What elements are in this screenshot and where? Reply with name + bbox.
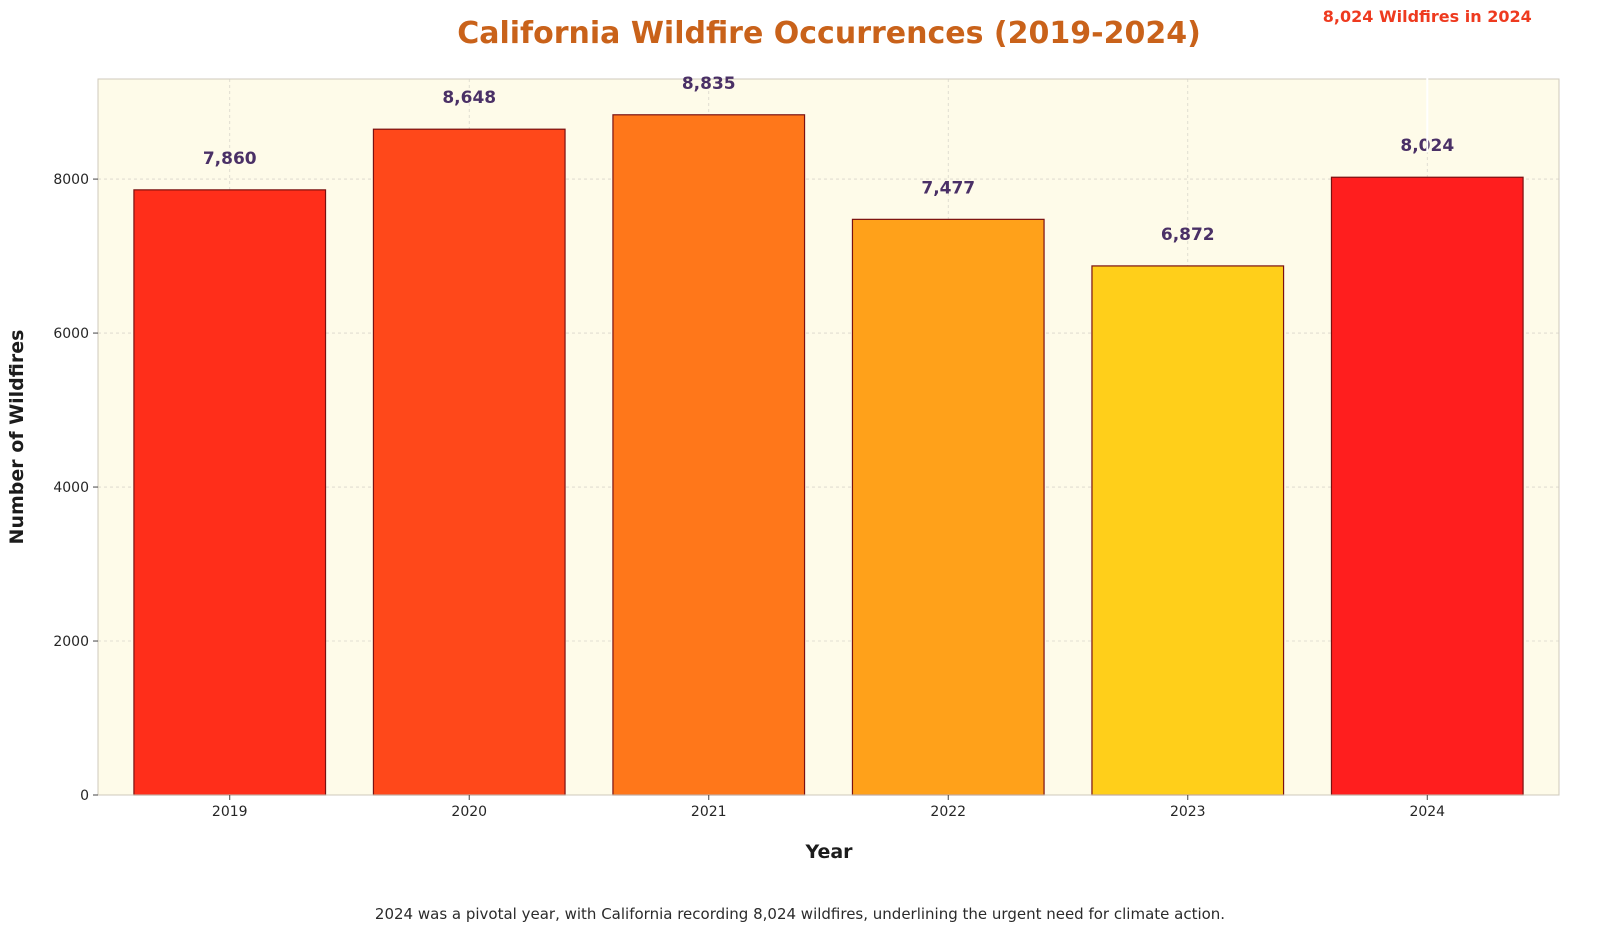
- bar-2019: [133, 189, 327, 796]
- y-axis-label: Number of Wildfires: [6, 330, 28, 545]
- bar-2024: [1330, 176, 1524, 796]
- x-axis-label: Year: [804, 841, 853, 863]
- value-label-2020: 8,648: [442, 88, 496, 108]
- x-tick-label-2024: 2024: [1409, 804, 1445, 820]
- y-tick-label: 2000: [53, 634, 89, 650]
- plot-frame: [97, 78, 1560, 796]
- plot-area: [98, 79, 1559, 795]
- bar-2021: [612, 114, 806, 796]
- x-tick-label-2021: 2021: [691, 804, 727, 820]
- value-label-2019: 7,860: [203, 149, 257, 169]
- bar-2022: [851, 218, 1045, 796]
- y-tick-label: 4000: [53, 480, 89, 496]
- chart-title: California Wildfire Occurrences (2019-20…: [457, 16, 1201, 51]
- y-tick-label: 6000: [53, 326, 89, 342]
- x-axis-ticks: 2019 2020 2021 2022 2023 2024: [212, 795, 1445, 820]
- x-tick-label-2022: 2022: [930, 804, 966, 820]
- bar-2023: [1091, 265, 1285, 796]
- x-tick-label-2019: 2019: [212, 804, 248, 820]
- value-label-2021: 8,835: [682, 74, 736, 94]
- x-tick-label-2023: 2023: [1170, 804, 1206, 820]
- y-tick-label: 8000: [53, 172, 89, 188]
- x-tick-label-2020: 2020: [451, 804, 487, 820]
- value-label-2022: 7,477: [921, 178, 975, 198]
- value-label-2023: 6,872: [1161, 225, 1215, 245]
- chart-caption: 2024 was a pivotal year, with California…: [375, 905, 1225, 923]
- y-axis-ticks: 0 2000 4000 6000 8000: [53, 172, 98, 804]
- annotation-text: 8,024 Wildfires in 2024: [1323, 7, 1532, 26]
- y-tick-label: 0: [80, 788, 89, 804]
- bar-2020: [372, 128, 566, 796]
- bars: [133, 114, 1524, 796]
